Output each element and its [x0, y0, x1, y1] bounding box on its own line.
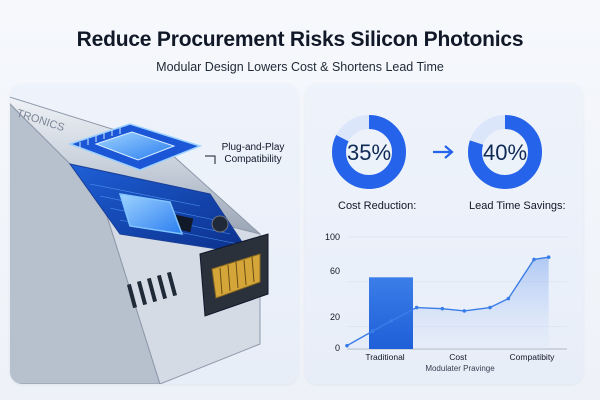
y-tick-label: 20 [329, 312, 340, 322]
line-point [414, 305, 419, 310]
line-point [370, 329, 375, 333]
x-tick-label: Traditional [365, 352, 405, 362]
capacitor [211, 215, 229, 233]
x-tick-label: Cost [449, 352, 467, 362]
donut-fill [332, 115, 406, 189]
line-point [389, 319, 393, 323]
callout-leader [205, 155, 216, 164]
y-tick-label: 60 [329, 266, 340, 276]
lead-time-value: 40% [482, 140, 528, 165]
callout-plug-and-play: Plug-and-Play Compatibility [221, 142, 285, 165]
photonic-chip-lower [118, 193, 184, 235]
y-tick-label: 0 [334, 343, 340, 353]
line-point [462, 309, 467, 313]
x-axis-title: Modulater Pravinge [425, 364, 495, 373]
line-point [488, 305, 492, 310]
series-line [346, 256, 549, 347]
arrow-right-icon [433, 145, 454, 159]
page-title: Reduce Procurement Risks Silicon Photoni… [76, 28, 524, 51]
line-point [440, 306, 445, 311]
page-subtitle: Modular Design Lowers Cost & Shortens Le… [156, 60, 444, 74]
y-tick-label: 100 [324, 232, 340, 242]
metrics-panel: 35% 40% Cost Reduction: Lead Time Saving… [305, 84, 583, 384]
performance-chart [345, 236, 567, 350]
transceiver-illustration: TRONICS [10, 96, 269, 384]
line-point [532, 257, 536, 262]
x-tick-label: Compatibity [509, 352, 555, 362]
line-point [506, 296, 511, 301]
cost-reduction-caption: Cost Reduction: [338, 200, 417, 212]
donut-fill [468, 115, 542, 189]
line-point [345, 343, 349, 348]
housing-side [10, 103, 161, 384]
illustration-panel: TRONICS [10, 84, 298, 384]
cost-reduction-value: 35% [346, 140, 392, 165]
donut-charts [332, 115, 542, 189]
lead-time-caption: Lead Time Savings: [469, 200, 566, 212]
line-point [546, 255, 551, 259]
connector-pins [211, 253, 261, 299]
